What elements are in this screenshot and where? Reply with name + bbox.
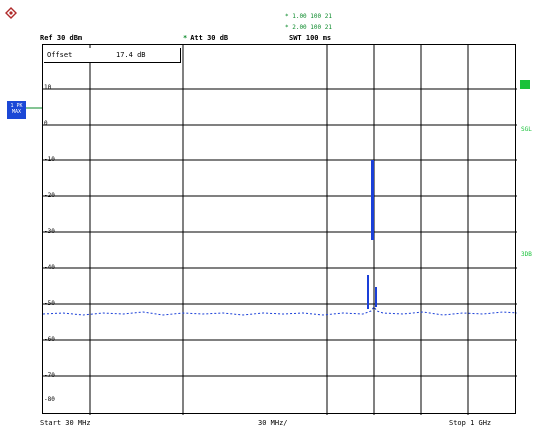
y-tick-m80: -80 [44,396,55,403]
offset-value: 17.4 dB [116,51,146,59]
status-a-badge [520,80,530,89]
badge-connector-icon [26,107,42,109]
spectrum-plot[interactable] [42,44,517,415]
trace-mode-badge[interactable]: 1 PK MAX [7,101,26,119]
y-tick-10: 10 [44,84,52,91]
ref-level-label: Ref 30 dBm [40,34,83,42]
y-tick-0: 0 [44,120,48,127]
trace-mode-line2: MAX [11,109,22,115]
sweep-time-label: SWT 100 ms [289,34,332,42]
y-tick-m20: -20 [44,192,55,199]
attenuation-marker: * [183,34,188,42]
y-tick-m30: -30 [44,228,55,235]
span-per-div: 30 MHz/ [258,419,288,427]
trace-mode-line1: 1 PK [10,103,23,109]
y-tick-m50: -50 [44,300,55,307]
spectrum-canvas [43,45,517,415]
y-tick-m10: -10 [44,156,55,163]
sgl-indicator: SGL [521,126,532,133]
rbw-indicator: 3DB [521,251,532,258]
marker-line-1: * 1.00 100 21 [285,13,332,20]
marker-line-2: * 2.00 100 21 [285,24,332,31]
trace-spike-mid [375,287,377,307]
app-logo-icon [5,7,17,19]
trace-spike-lower [367,275,369,309]
trace-noise-floor [43,306,517,316]
trace-spike [371,160,374,240]
marker-lines: * 1.00 100 21 * 2.00 100 21 [285,13,332,31]
y-tick-m70: -70 [44,372,55,379]
attenuation-label: * Att 30 dB [183,34,228,42]
start-frequency: Start 30 MHz [40,419,91,427]
y-tick-m40: -40 [44,264,55,271]
offset-box: Offset 17.4 dB [44,48,181,63]
y-tick-m60: -60 [44,336,55,343]
offset-label: Offset [47,51,73,59]
attenuation-value: Att 30 dB [190,34,229,42]
stop-frequency: Stop 1 GHz [449,419,492,427]
